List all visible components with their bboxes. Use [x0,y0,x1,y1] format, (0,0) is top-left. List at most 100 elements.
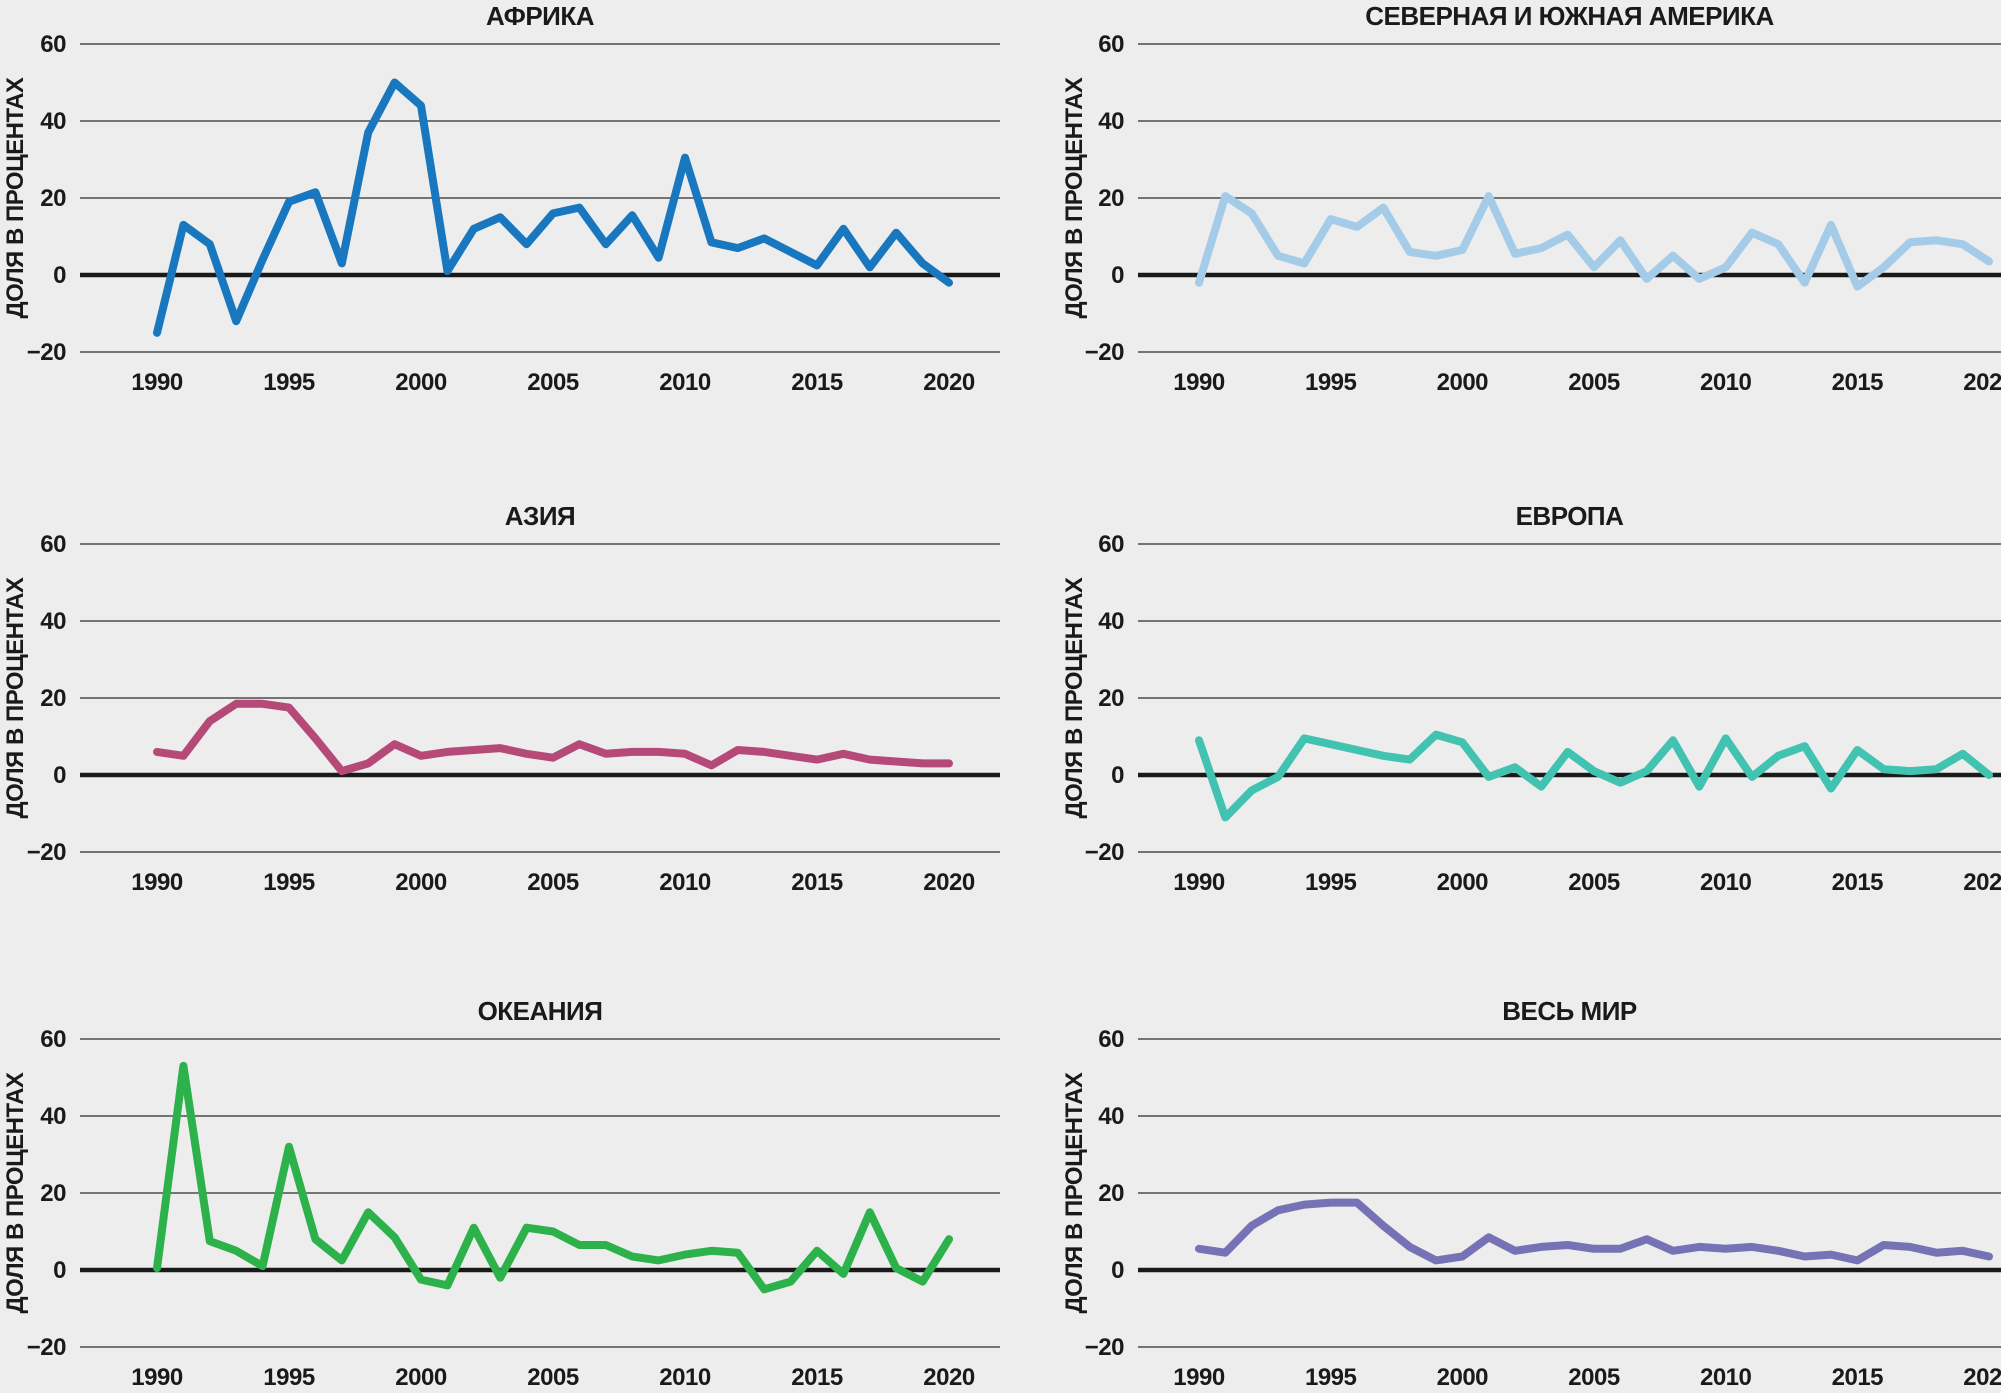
x-tick-label: 2000 [395,1364,447,1391]
x-tick-label: 2020 [1963,1364,2001,1391]
x-tick-label: 1990 [1173,369,1225,396]
y-tick-label: 40 [1098,608,1124,635]
x-tick-label: 2015 [791,1364,843,1391]
y-tick-label: −20 [1085,1334,1124,1361]
x-tick-label: 2015 [791,869,843,896]
x-tick-label: 1995 [263,1364,315,1391]
x-tick-label: 1990 [1173,869,1225,896]
y-tick-label: 20 [1098,1180,1124,1207]
y-tick-label: 40 [40,608,66,635]
x-tick-label: 2010 [1700,869,1752,896]
x-tick-label: 2000 [1437,869,1489,896]
y-tick-label: −20 [27,839,66,866]
x-tick-label: 2000 [395,369,447,396]
x-tick-label: 1990 [131,369,183,396]
y-tick-label: 20 [1098,185,1124,212]
y-axis-label: ДОЛЯ В ПРОЦЕНТАХ [1061,577,1088,819]
x-tick-label: 2010 [659,1364,711,1391]
data-line-oceania [153,1061,953,1294]
y-tick-label: 0 [53,762,66,789]
x-tick-label: 1990 [131,1364,183,1391]
y-tick-label: 60 [1098,1026,1124,1053]
y-tick-label: −20 [1085,339,1124,366]
x-tick-label: 2005 [1568,369,1620,396]
x-tick-label: 2010 [1700,369,1752,396]
y-tick-label: 60 [40,31,66,58]
x-tick-label: 2020 [923,1364,975,1391]
x-tick-label: 2015 [1832,1364,1884,1391]
y-axis-label: ДОЛЯ В ПРОЦЕНТАХ [2,577,29,819]
y-tick-label: 20 [1098,685,1124,712]
chart-svg-north-and-south-america: 60 40 20 0 −20 1990 1995 2000 2005 2010 2015 2020 [1085,31,2001,396]
y-tick-label: 20 [40,685,66,712]
y-tick-label: 60 [1098,31,1124,58]
chart-svg-asia: 60 40 20 0 −20 1990 1995 2000 2005 2010 2015 2020 [27,531,1000,896]
x-tick-label: 2000 [1437,1364,1489,1391]
chart-svg-africa: 60 40 20 0 −20 1990 1995 2000 2005 2010 2015 2020 [27,31,1000,396]
y-tick-label: 40 [40,108,66,135]
y-tick-label: 40 [1098,1103,1124,1130]
x-tick-label: 2010 [659,869,711,896]
y-tick-label: 0 [1111,762,1124,789]
chart-title-africa: АФРИКА [486,1,595,31]
y-tick-label: 0 [1111,1257,1124,1284]
chart-world: 60 40 20 0 −20 1990 1995 2000 2005 2010 2015 2020 В… [1001,995,2001,1393]
y-tick-label: −20 [27,339,66,366]
y-tick-label: 60 [40,1026,66,1053]
chart-title-world: ВЕСЬ МИР [1502,996,1637,1026]
chart-asia: 60 40 20 0 −20 1990 1995 2000 2005 2010 2015 2020 А… [0,500,1000,964]
data-line-europe [1195,730,1993,822]
chart-svg-world: 60 40 20 0 −20 1990 1995 2000 2005 2010 2015 2020 [1085,1026,2001,1391]
chart-europe: 60 40 20 0 −20 1990 1995 2000 2005 2010 2015 2020 Е… [1001,500,2001,964]
y-axis-label: ДОЛЯ В ПРОЦЕНТАХ [2,77,29,319]
chart-svg-europe: 60 40 20 0 −20 1990 1995 2000 2005 2010 2015 2020 [1085,531,2001,896]
y-tick-label: 0 [53,1257,66,1284]
y-tick-label: 20 [40,1180,66,1207]
x-tick-label: 2020 [923,869,975,896]
x-tick-label: 1990 [1173,1364,1225,1391]
y-tick-label: 60 [1098,531,1124,558]
y-tick-label: 40 [1098,108,1124,135]
x-tick-label: 2005 [1568,869,1620,896]
data-line-north-and-south-america [1195,192,1993,291]
x-tick-label: 2010 [659,369,711,396]
x-tick-label: 2015 [791,369,843,396]
y-tick-label: −20 [1085,839,1124,866]
data-line-asia [153,699,953,776]
x-tick-label: 2005 [527,1364,579,1391]
y-tick-label: 40 [40,1103,66,1130]
x-tick-label: 1995 [263,869,315,896]
chart-title-oceania: ОКЕАНИЯ [477,996,603,1026]
y-tick-label: 0 [53,262,66,289]
x-tick-label: 1995 [263,369,315,396]
y-tick-label: −20 [27,1334,66,1361]
y-axis-label: ДОЛЯ В ПРОЦЕНТАХ [1061,77,1088,319]
chart-africa: 60 40 20 0 −20 1990 1995 2000 2005 2010 2015 2020 А… [0,0,1000,464]
y-tick-label: 60 [40,531,66,558]
x-tick-label: 2000 [1437,369,1489,396]
x-tick-label: 2005 [527,869,579,896]
chart-north-and-south-america: 60 40 20 0 −20 1990 1995 2000 2005 2010 2015 2020 С… [1001,0,2001,464]
y-axis-label: ДОЛЯ В ПРОЦЕНТАХ [2,1072,29,1314]
chart-oceania: 60 40 20 0 −20 1990 1995 2000 2005 2010 2015 2020 О… [0,995,1000,1393]
y-tick-label: 0 [1111,262,1124,289]
chart-title-europe: ЕВРОПА [1515,501,1624,531]
x-tick-label: 2000 [395,869,447,896]
x-tick-label: 1995 [1305,1364,1357,1391]
x-tick-label: 2010 [1700,1364,1752,1391]
chart-svg-oceania: 60 40 20 0 −20 1990 1995 2000 2005 2010 2015 2020 [27,1026,1000,1391]
x-tick-label: 2005 [527,369,579,396]
x-tick-label: 2020 [1963,869,2001,896]
chart-title-asia: АЗИЯ [504,501,576,531]
data-line-africa [153,78,953,337]
x-tick-label: 2020 [923,369,975,396]
data-line-world [1195,1198,1993,1265]
y-tick-label: 20 [40,185,66,212]
x-tick-label: 2015 [1832,369,1884,396]
y-axis-label: ДОЛЯ В ПРОЦЕНТАХ [1061,1072,1088,1314]
x-tick-label: 2015 [1832,869,1884,896]
x-tick-label: 1990 [131,869,183,896]
x-tick-label: 1995 [1305,869,1357,896]
x-tick-label: 2020 [1963,369,2001,396]
